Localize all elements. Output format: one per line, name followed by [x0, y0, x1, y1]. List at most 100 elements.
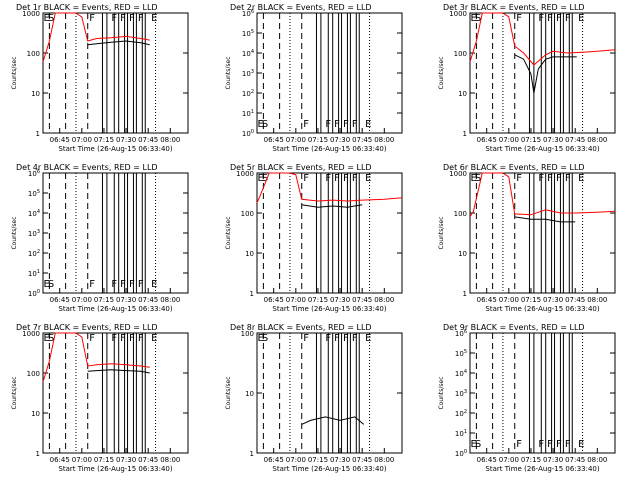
- y-tick-label: 105: [242, 29, 254, 38]
- x-tick-label: 08:00: [374, 296, 394, 304]
- series-line: [301, 204, 363, 208]
- event-marker-letter: F: [89, 333, 95, 344]
- detector-panel: Det 6r BLACK = Events, RED = LLD Counts/s…: [438, 163, 616, 313]
- event-marker-letter: F: [303, 173, 309, 184]
- x-tick-label: 07:30: [330, 456, 350, 464]
- x-tick-label: 07:30: [116, 296, 136, 304]
- y-tick-label: 100: [27, 370, 40, 378]
- y-tick-label: 106: [28, 169, 40, 178]
- x-tick-label: 07:15: [94, 136, 114, 144]
- series-line: [514, 54, 577, 94]
- x-tick-label: 07:15: [308, 456, 328, 464]
- x-tick-label: 07:30: [330, 136, 350, 144]
- plot-frame: [469, 12, 616, 134]
- event-marker-letter: S: [475, 439, 481, 450]
- x-tick-label: 07:15: [94, 456, 114, 464]
- y-tick-label: 100: [454, 210, 467, 218]
- y-axis-label: Counts/sec: [225, 56, 232, 89]
- x-tick-label: 08:00: [374, 136, 394, 144]
- x-tick-label: 07:00: [72, 136, 92, 144]
- event-marker-letter: E: [257, 173, 263, 184]
- event-marker-letter: E: [257, 119, 263, 130]
- y-tick-label: 101: [455, 429, 467, 438]
- plot-frame: [42, 12, 189, 134]
- x-tick-label: 06:45: [264, 456, 284, 464]
- y-axis-label: Counts/sec: [11, 216, 18, 249]
- series-line: [87, 369, 150, 374]
- event-marker-letter: E: [43, 333, 49, 344]
- event-marker-letter: E: [151, 279, 157, 290]
- x-tick-label: 07:30: [116, 456, 136, 464]
- x-axis-label: Start Time (26-Aug-15 06:33:40): [58, 305, 172, 313]
- y-tick-label: 100: [242, 129, 254, 138]
- y-axis-label: Counts/sec: [11, 56, 18, 89]
- series-line: [87, 40, 150, 46]
- event-marker-letter: F: [516, 13, 522, 24]
- y-tick-label: 100: [241, 330, 254, 338]
- y-tick-label: 105: [28, 189, 40, 198]
- event-marker-letter: E: [43, 279, 49, 290]
- y-axis-label: Counts/sec: [11, 376, 18, 409]
- detector-panel: Det 7r BLACK = Events, RED = LLD Counts/s…: [11, 323, 189, 473]
- event-marker-letter: E: [365, 119, 371, 130]
- panel-title: Det 8r BLACK = Events, RED = LLD: [230, 323, 372, 332]
- y-tick-label: 1: [250, 290, 254, 298]
- y-tick-label: 10: [31, 410, 40, 418]
- event-marker-letter: F: [538, 439, 544, 450]
- x-tick-label: 06:45: [50, 136, 70, 144]
- event-marker-letter: F: [120, 333, 126, 344]
- y-tick-label: 104: [242, 49, 254, 58]
- x-tick-label: 07:15: [521, 456, 541, 464]
- y-axis-label: Counts/sec: [225, 376, 232, 409]
- x-tick-label: 07:30: [543, 456, 563, 464]
- event-marker-letter: F: [516, 439, 522, 450]
- event-marker-letter: E: [578, 173, 584, 184]
- y-tick-label: 106: [455, 329, 467, 338]
- x-tick-label: 07:00: [72, 296, 92, 304]
- detector-panel: Det 4r BLACK = Events, RED = LLD Counts/s…: [11, 163, 189, 313]
- y-axis-label: Counts/sec: [438, 376, 445, 409]
- x-axis-label: Start Time (26-Aug-15 06:33:40): [485, 305, 599, 313]
- event-marker-letter: F: [565, 173, 571, 184]
- plot-frame: [469, 172, 616, 294]
- series-line: [469, 172, 616, 218]
- y-axis-label: Counts/sec: [225, 216, 232, 249]
- y-tick-label: 10: [245, 390, 254, 398]
- event-marker-letter: F: [120, 279, 126, 290]
- y-tick-label: 101: [28, 269, 40, 278]
- plot-frame: [42, 332, 189, 454]
- event-marker-letter: F: [325, 173, 331, 184]
- event-marker-letter: F: [303, 333, 309, 344]
- event-marker-letter: F: [334, 119, 340, 130]
- x-tick-label: 07:00: [72, 456, 92, 464]
- event-marker-letter: F: [303, 119, 309, 130]
- event-marker-letter: E: [257, 333, 263, 344]
- event-marker-letter: S: [48, 279, 54, 290]
- panel-title: Det 4r BLACK = Events, RED = LLD: [16, 163, 158, 172]
- event-marker-letter: F: [138, 333, 144, 344]
- event-marker-letter: S: [48, 333, 54, 344]
- y-tick-label: 103: [455, 389, 467, 398]
- x-tick-label: 07:30: [543, 296, 563, 304]
- y-tick-label: 100: [454, 50, 467, 58]
- x-tick-label: 08:00: [160, 136, 180, 144]
- plot-frame: [256, 172, 403, 294]
- detector-panel: Det 9r BLACK = Events, RED = LLD Counts/s…: [438, 323, 616, 473]
- y-tick-label: 1000: [22, 10, 40, 18]
- plot-frame: [256, 12, 403, 134]
- y-tick-label: 106: [242, 9, 254, 18]
- event-marker-letter: F: [547, 439, 553, 450]
- x-tick-label: 06:45: [264, 136, 284, 144]
- event-marker-letter: E: [365, 333, 371, 344]
- x-tick-label: 06:45: [50, 456, 70, 464]
- event-marker-letter: F: [89, 13, 95, 24]
- plot-frame: [256, 332, 403, 454]
- event-marker-letter: F: [352, 119, 358, 130]
- y-tick-label: 1: [36, 130, 40, 138]
- series-line: [42, 332, 150, 383]
- event-marker-letter: F: [547, 173, 553, 184]
- y-tick-label: 102: [455, 409, 467, 418]
- event-marker-letter: S: [475, 173, 481, 184]
- detector-panel: Det 1r BLACK = Events, RED = LLD Counts/s…: [11, 3, 189, 153]
- x-tick-label: 07:45: [352, 296, 372, 304]
